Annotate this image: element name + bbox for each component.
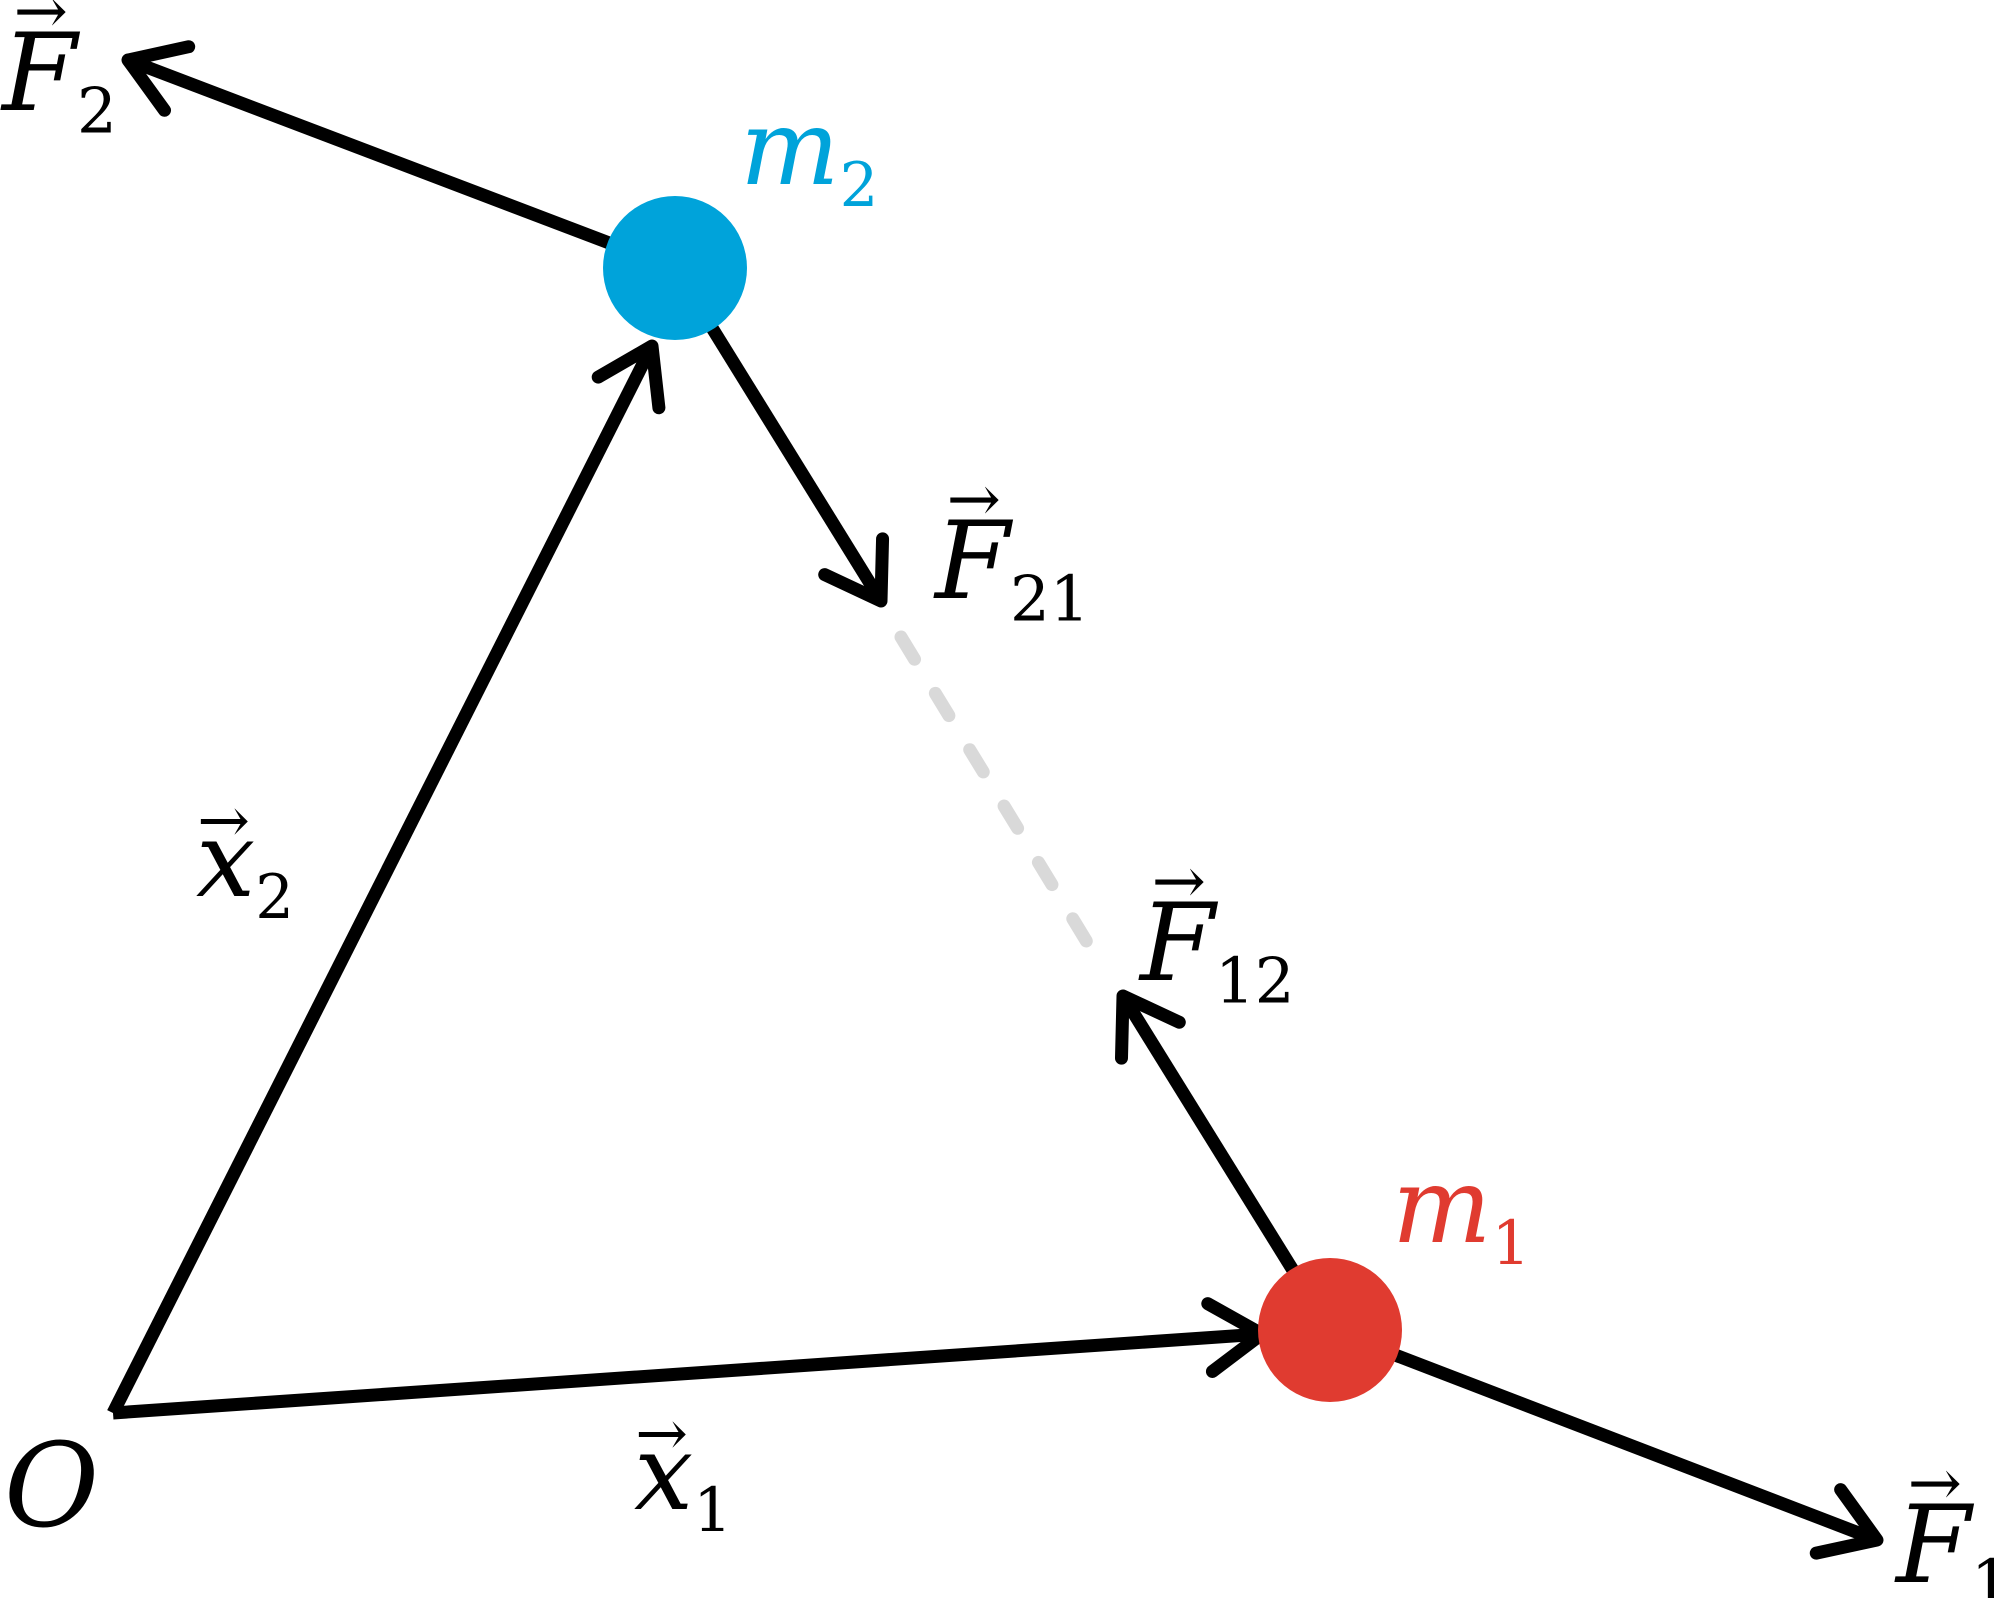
label-m2-subscript: 2: [839, 150, 879, 221]
label-F1-letter: F: [1896, 1483, 1971, 1598]
label-F12: → F12: [1140, 849, 1295, 1013]
label-F2: → F2: [2, 0, 117, 143]
label-origin-letter: O: [4, 1419, 100, 1554]
label-m1-subscript: 1: [1491, 1208, 1531, 1279]
mass-m2-dot: [603, 196, 747, 340]
label-x2-letter: x: [196, 799, 256, 921]
label-x1-subscript: 1: [693, 1475, 732, 1546]
label-F21-letter: F: [935, 499, 1010, 624]
label-F2-letter: F: [2, 11, 77, 136]
label-F12-subscript: 12: [1214, 944, 1295, 1018]
vector-arrow-icon: →: [1151, 843, 1206, 919]
label-F2-subscript: 2: [76, 74, 117, 148]
line-of-action-dashed: [894, 630, 1111, 977]
label-x1-letter: x: [634, 1412, 694, 1534]
label-F21: → F21: [935, 467, 1090, 631]
mass-m1-dot: [1258, 1258, 1402, 1402]
vector-arrow-icon: →: [197, 784, 251, 858]
label-F21-subscript: 21: [1009, 562, 1090, 636]
label-F1-subscript: 1: [1970, 1546, 2000, 1598]
label-x2-subscript: 2: [255, 862, 294, 933]
label-m1: m1: [1392, 1154, 1530, 1275]
label-m2-letter: m: [740, 87, 840, 209]
vector-x1-line: [112, 1297, 1269, 1420]
label-F12-letter: F: [1140, 881, 1215, 1006]
label-origin: O: [4, 1429, 99, 1545]
vector-F2-line: [121, 40, 678, 275]
vector-x2-line: [107, 339, 666, 1416]
label-x1: → x1: [634, 1402, 732, 1542]
vector-arrow-icon: →: [635, 1397, 689, 1471]
label-m2: m2: [740, 96, 878, 217]
label-F1: → F1: [1896, 1451, 2000, 1598]
label-m1-letter: m: [1392, 1145, 1492, 1267]
label-x2: → x2: [196, 789, 294, 929]
vector-arrow-icon: →: [1907, 1445, 1962, 1521]
vector-arrow-icon: →: [946, 461, 1001, 537]
vector-arrow-icon: →: [13, 0, 68, 49]
vector-F1-line: [1327, 1323, 1884, 1560]
